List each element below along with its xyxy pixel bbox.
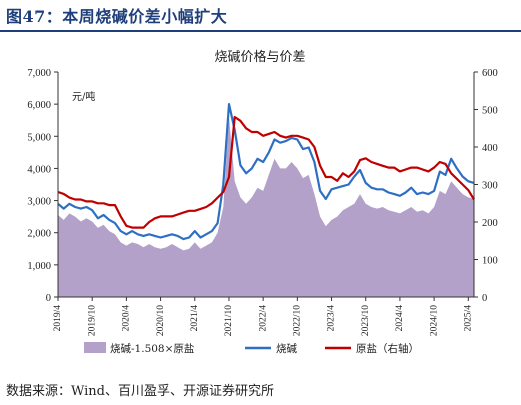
x-axis-tick-label: 2023/10: [361, 305, 371, 336]
right-axis-tick-label: 0: [482, 293, 487, 304]
left-axis-tick-label: 6,000: [27, 100, 51, 111]
x-axis-tick-label: 2021/10: [224, 305, 234, 336]
x-axis-tick-label: 2019/4: [53, 305, 63, 332]
x-axis-tick-label: 2019/10: [87, 305, 97, 336]
series-spread-area: [58, 117, 474, 297]
left-axis-tick-label: 4,000: [27, 164, 51, 175]
left-axis-tick-label: 5,000: [27, 132, 51, 143]
x-axis-tick-label: 2025/4: [463, 305, 473, 332]
plot-area: 0 1,000 2,000 3,000 4,000 5,000 6,000 7,000 0 100…: [27, 68, 497, 336]
figure-header: 图47：本周烧碱价差小幅扩大: [0, 0, 521, 30]
right-axis-tick-label: 400: [482, 143, 498, 154]
figure-title: 图47：本周烧碱价差小幅扩大: [6, 7, 228, 26]
legend-item-caustic-soda-label: 烧碱: [276, 342, 297, 355]
legend-item-raw-salt-label: 原盐（右轴）: [356, 342, 419, 355]
left-axis-tick-label: 7,000: [27, 68, 51, 79]
left-axis-tick-label: 1,000: [27, 261, 51, 272]
title-divider: [0, 30, 521, 32]
right-axis-tick-label: 600: [482, 68, 498, 79]
left-axis-tick-label: 2,000: [27, 229, 51, 240]
right-axis-tick-label: 100: [482, 256, 498, 267]
legend-swatch-spread: [84, 342, 106, 353]
data-source: 数据来源：Wind、百川盈孚、开源证券研究所: [6, 384, 274, 399]
price-spread-chart: 烧碱价格与价差 元/吨 0 1,000 2,000 3,000 4,000 5,000 6,…: [27, 49, 497, 355]
series-caustic-soda-line: [57, 103, 475, 241]
x-axis-tick-label: 2021/4: [190, 305, 200, 332]
legend: 烧碱-1.508×原盐 烧碱 原盐（右轴）: [84, 342, 419, 355]
x-axis-tick-label: 2022/10: [292, 305, 302, 336]
right-axis-tick-label: 500: [482, 106, 498, 117]
right-axis-tick-label: 300: [482, 181, 498, 192]
x-axis-tick-label: 2020/4: [122, 305, 132, 332]
legend-item-spread-label: 烧碱-1.508×原盐: [110, 342, 194, 355]
left-axis-tick-label: 3,000: [27, 197, 51, 208]
series-raw-salt-line: [57, 115, 475, 229]
x-axis-tick-label: 2020/10: [156, 305, 166, 336]
left-axis-unit: 元/吨: [72, 90, 95, 103]
x-axis-tick-label: 2024/10: [429, 305, 439, 336]
right-axis-tick-label: 200: [482, 218, 498, 229]
x-axis-tick-label: 2024/4: [395, 305, 405, 332]
x-axis-tick-label: 2022/4: [258, 305, 268, 332]
left-axis-tick-label: 0: [46, 293, 51, 304]
x-axis-tick-label: 2023/4: [327, 305, 337, 332]
chart-title: 烧碱价格与价差: [214, 49, 305, 65]
